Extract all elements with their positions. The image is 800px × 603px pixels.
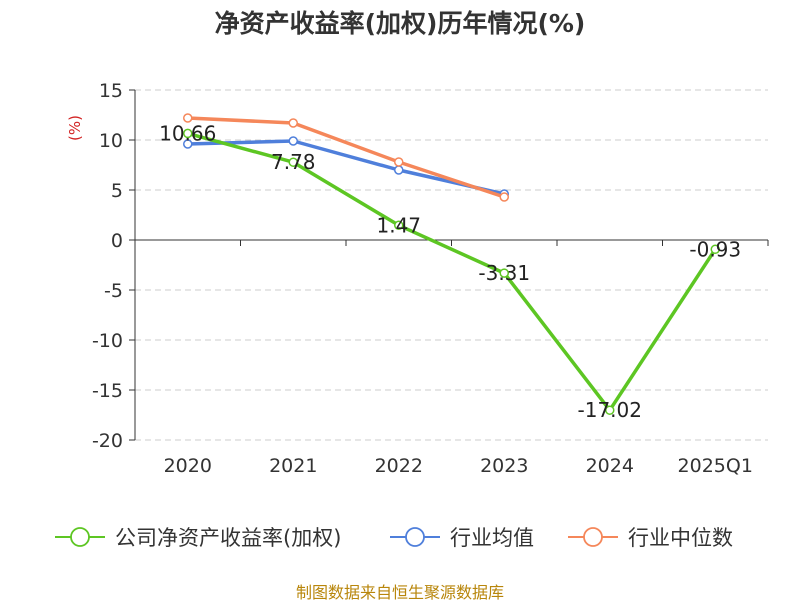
data-point [605, 405, 615, 415]
y-axis-label: (%) [66, 115, 84, 141]
y-tick-label: 0 [111, 230, 123, 252]
y-tick-label: 5 [111, 180, 123, 202]
x-tick-label: 2025Q1 [678, 455, 753, 477]
data-point [394, 165, 404, 175]
legend-label: 公司净资产收益率(加权) [115, 526, 341, 550]
data-label: 10.66 [159, 121, 216, 145]
legend-swatch-marker [70, 527, 90, 547]
x-tick-label: 2021 [269, 455, 317, 477]
y-tick-label: -5 [104, 280, 123, 302]
data-point [499, 192, 509, 202]
data-point [288, 157, 298, 167]
legend: 公司净资产收益率(加权) 行业均值 行业中位数 [55, 526, 733, 550]
legend-label: 行业均值 [450, 526, 534, 550]
y-tick-label: -15 [92, 380, 123, 402]
data-point [499, 268, 509, 278]
data-point [710, 244, 720, 255]
data-label: 7.78 [271, 150, 316, 174]
x-tick-label: 2020 [164, 455, 212, 477]
chart-title: 净资产收益率(加权)历年情况(%) [214, 9, 586, 38]
data-label: -0.93 [689, 237, 741, 261]
legend-swatch-marker [405, 527, 425, 547]
y-tick-label: -20 [92, 430, 123, 452]
data-point [394, 157, 404, 167]
data-label: -17.02 [578, 398, 642, 422]
data-point [183, 113, 193, 123]
data-label: 1.47 [376, 213, 421, 237]
axes: 15 10 5 0 -5 -10 -15 -20 2020 2021 2022 2023 2024 202… [66, 80, 769, 477]
x-tick-label: 2024 [586, 455, 634, 477]
series-line [187, 116, 505, 199]
y-tick-label: 10 [99, 130, 123, 152]
y-tick-label: 15 [99, 80, 123, 102]
data-point [183, 128, 193, 139]
data-point [288, 136, 298, 146]
series-lines [183, 113, 720, 415]
legend-swatch-marker [583, 527, 603, 547]
data-point [394, 220, 404, 231]
series-line [187, 139, 505, 196]
gridlines [135, 89, 768, 441]
data-point [288, 118, 298, 128]
source-note: 制图数据来自恒生聚源数据库 [295, 583, 504, 602]
data-point [183, 139, 193, 149]
x-tick-label: 2023 [480, 455, 528, 477]
data-labels: 10.66 7.78 1.47 -3.31 -17.02 -0.93 [159, 121, 741, 422]
series-line [187, 131, 717, 412]
data-label: -3.31 [478, 261, 530, 285]
y-tick-label: -10 [92, 330, 123, 352]
x-tick-label: 2022 [375, 455, 423, 477]
legend-label: 行业中位数 [628, 526, 733, 550]
